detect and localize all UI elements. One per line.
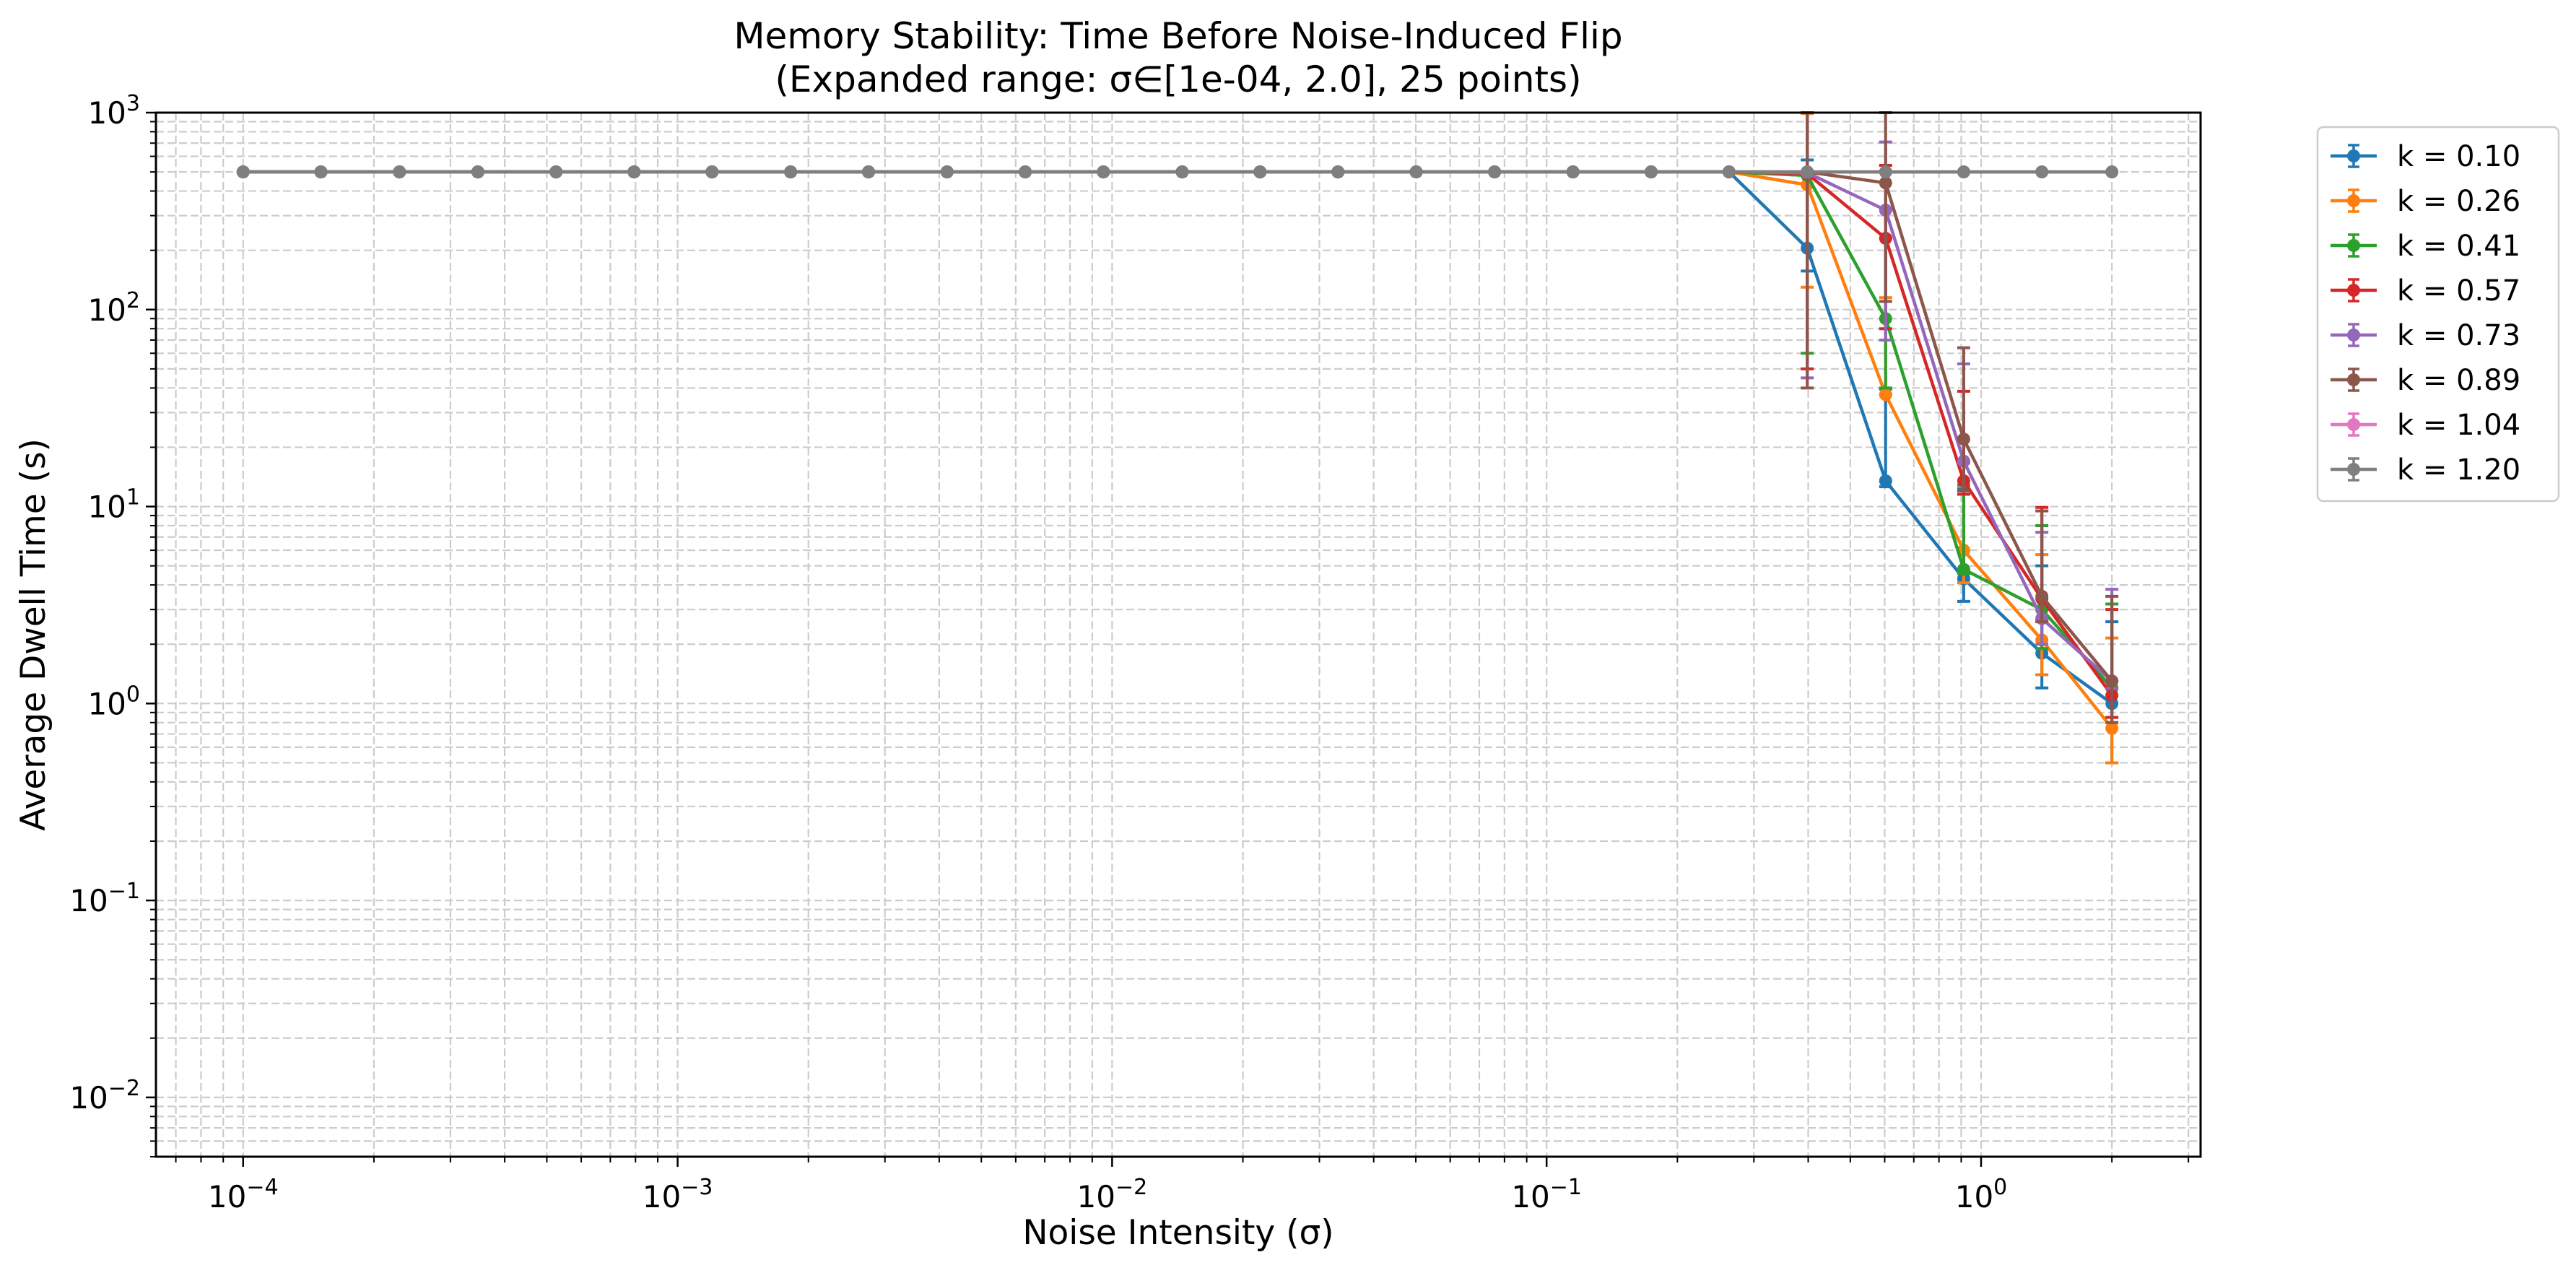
series-k = 1.20 xyxy=(236,165,2119,179)
data-point xyxy=(2035,165,2049,179)
data-point xyxy=(314,165,328,179)
data-point xyxy=(2105,721,2119,735)
legend-marker xyxy=(2347,463,2360,476)
y-tick-label: 100 xyxy=(87,682,140,721)
legend-entry: k = 0.73 xyxy=(2331,319,2520,352)
data-point xyxy=(1253,165,1267,179)
legend-label: k = 0.10 xyxy=(2397,140,2520,173)
legend-label: k = 1.20 xyxy=(2397,453,2520,487)
legend-entry: k = 0.89 xyxy=(2331,364,2520,397)
data-point xyxy=(549,165,563,179)
y-tick-label: 101 xyxy=(87,485,140,525)
legend-marker xyxy=(2347,194,2360,207)
data-point xyxy=(1957,165,1970,179)
data-point xyxy=(2035,589,2049,603)
y-axis: 10−2 10−1 100 101 102 103 xyxy=(69,91,156,1157)
y-tick-label: 10−2 xyxy=(69,1076,140,1116)
legend-frame xyxy=(2316,126,2560,503)
data-point xyxy=(2105,165,2119,179)
data-point xyxy=(1879,474,1892,488)
data-point xyxy=(1801,165,1814,179)
legend-marker xyxy=(2347,418,2360,431)
legend-entry: k = 1.20 xyxy=(2331,453,2520,487)
grid-lines xyxy=(156,111,2201,1158)
x-tick-label: 10−1 xyxy=(1511,1175,1582,1214)
x-tick-label: 10−2 xyxy=(1077,1175,1148,1214)
x-tick-label: 100 xyxy=(1955,1175,2008,1214)
data-point xyxy=(1488,165,1502,179)
data-point xyxy=(1957,562,1970,576)
data-point xyxy=(1957,432,1970,446)
y-tick-label: 10−1 xyxy=(69,879,140,918)
y-axis-label: Average Dwell Time (s) xyxy=(14,438,53,831)
x-axis: 10−4 10−3 10−2 10−1 100 xyxy=(175,1157,2190,1214)
data-point xyxy=(1566,165,1580,179)
legend-label: k = 0.26 xyxy=(2397,185,2520,218)
legend: k = 0.10 k = 0.26 k = 0.41 k = 0.57 k = 0.73… xyxy=(2316,126,2560,503)
data-point xyxy=(1722,165,1736,179)
data-point xyxy=(393,165,406,179)
data-point xyxy=(784,165,798,179)
data-point xyxy=(1331,165,1345,179)
legend-marker xyxy=(2347,373,2360,386)
legend-entry: k = 1.04 xyxy=(2331,409,2520,442)
legend-marker xyxy=(2347,329,2360,342)
y-tick-label: 103 xyxy=(87,91,140,131)
series-group xyxy=(236,111,2119,765)
data-point xyxy=(1879,388,1892,401)
data-point xyxy=(861,165,875,179)
x-axis-label: Noise Intensity (σ) xyxy=(1022,1213,1333,1253)
legend-entry: k = 0.57 xyxy=(2331,274,2520,308)
y-tick-label: 102 xyxy=(87,288,140,328)
data-point xyxy=(1879,165,1892,179)
legend-label: k = 1.04 xyxy=(2397,409,2520,442)
x-tick-label: 10−4 xyxy=(208,1175,279,1214)
data-point xyxy=(940,165,954,179)
data-point xyxy=(1879,176,1892,190)
legend-label: k = 0.57 xyxy=(2397,274,2520,308)
data-point xyxy=(471,165,484,179)
legend-marker xyxy=(2347,284,2360,297)
legend-marker xyxy=(2347,239,2360,252)
data-point xyxy=(1097,165,1110,179)
legend-label: k = 0.73 xyxy=(2397,319,2520,352)
chart-subtitle: (Expanded range: σ∈[1e-04, 2.0], 25 poin… xyxy=(775,58,1581,100)
legend-entry: k = 0.10 xyxy=(2331,140,2520,173)
x-tick-label: 10−3 xyxy=(643,1175,713,1214)
plot-frame xyxy=(155,111,2202,1158)
legend-label: k = 0.89 xyxy=(2397,364,2520,397)
legend-entry: k = 0.26 xyxy=(2331,185,2520,218)
data-point xyxy=(2105,674,2119,688)
chart-title: Memory Stability: Time Before Noise-Indu… xyxy=(734,15,1622,57)
data-point xyxy=(627,165,641,179)
data-point xyxy=(1409,165,1423,179)
legend-marker xyxy=(2347,149,2360,162)
data-point xyxy=(1019,165,1032,179)
legend-entry: k = 0.41 xyxy=(2331,230,2520,263)
data-point xyxy=(1175,165,1189,179)
data-point xyxy=(1644,165,1658,179)
data-point xyxy=(705,165,719,179)
data-point xyxy=(236,165,250,179)
legend-label: k = 0.41 xyxy=(2397,230,2520,263)
